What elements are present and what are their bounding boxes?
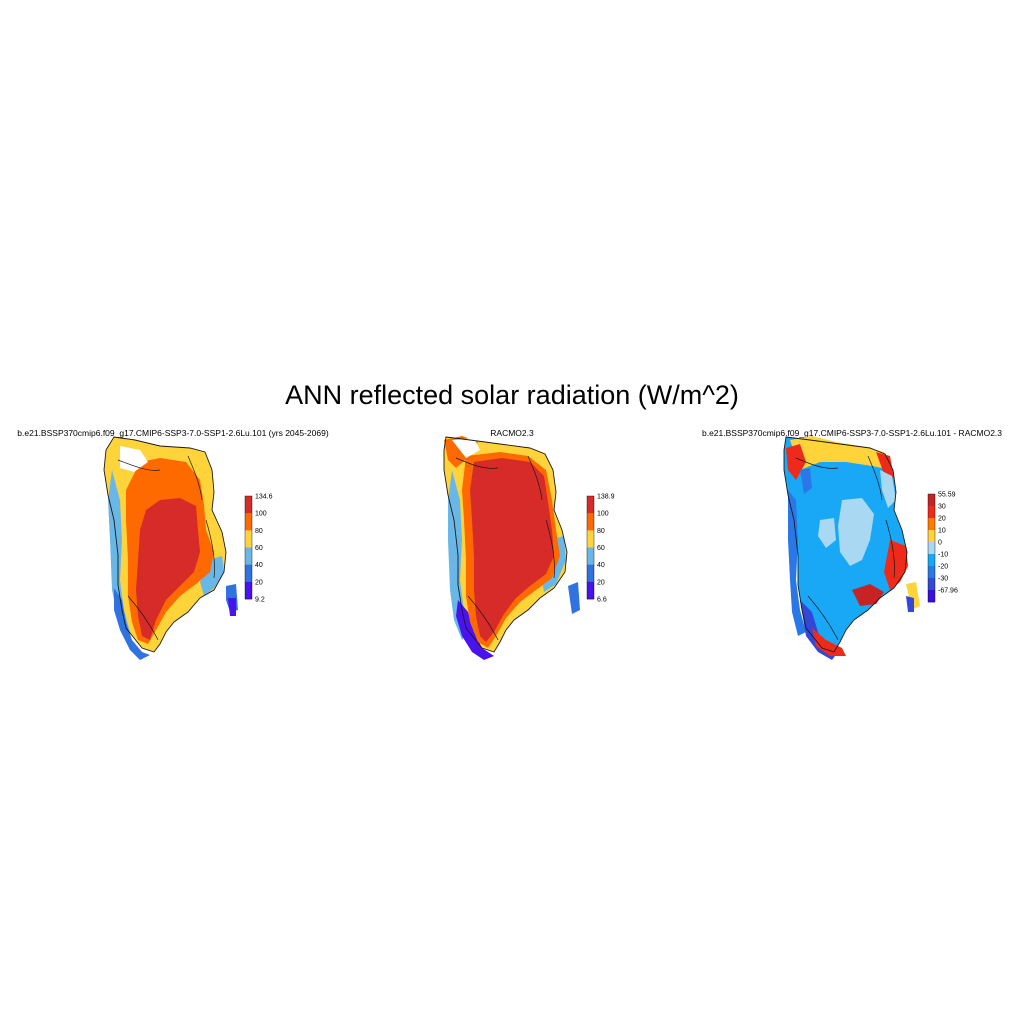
panel-1-colorbar: 134.6 100 80 60 40 20 9.2	[244, 494, 273, 604]
colorbar-label: 138.9	[597, 494, 615, 501]
colorbar-label: -20	[938, 564, 948, 571]
colorbar-label: 30	[938, 504, 946, 511]
colorbar-box	[245, 547, 252, 565]
figure-title: ANN reflected solar radiation (W/m^2)	[285, 380, 739, 410]
colorbar-label: 10	[938, 528, 946, 535]
colorbar-box	[245, 513, 252, 531]
colorbar-label: -30	[938, 576, 948, 583]
colorbar-label: 60	[597, 545, 605, 552]
colorbar-box	[928, 542, 935, 555]
colorbar-box	[928, 578, 935, 591]
colorbar-label: 80	[597, 528, 605, 535]
colorbar-box	[587, 496, 594, 514]
panel-2-colorbar: 138.9 100 80 60 40 20 6.6	[586, 494, 615, 604]
colorbar-box	[245, 530, 252, 548]
panel-3-colorbar: 55.59 30 20 10 0 -10 -20 -30 -67.96	[927, 492, 958, 603]
panel-1-title: b.e21.BSSP370cmip6.f09_g17.CMIP6-SSP3-7.…	[17, 428, 329, 438]
colorbar-box	[587, 513, 594, 531]
colorbar-label: -10	[938, 552, 948, 559]
colorbar-frame	[244, 495, 253, 600]
colorbar-label: 100	[597, 511, 609, 518]
colorbar-label: 100	[255, 511, 267, 518]
panel-2-title: RACMO2.3	[490, 428, 534, 438]
panel-2-map	[443, 436, 580, 660]
colorbar-label: -67.96	[938, 588, 958, 595]
colorbar-label: 0	[938, 540, 942, 547]
colorbar-box	[928, 530, 935, 543]
colorbar-box	[245, 496, 252, 514]
colorbar-box	[928, 518, 935, 531]
colorbar-label: 20	[597, 579, 605, 586]
colorbar-box	[587, 581, 594, 600]
colorbar-label: 6.6	[597, 597, 607, 604]
colorbar-label: 80	[255, 528, 263, 535]
colorbar-label: 60	[255, 545, 263, 552]
colorbar-label: 40	[597, 562, 605, 569]
panel-3-map	[783, 436, 920, 660]
panel-3-title: b.e21.BSSP370cmip6.f09_g17.CMIP6-SSP3-7.…	[701, 428, 1003, 438]
colorbar-label: 9.2	[255, 597, 265, 604]
colorbar-label: 20	[255, 579, 263, 586]
colorbar-label: 40	[255, 562, 263, 569]
colorbar-box	[587, 564, 594, 583]
colorbar-box	[928, 494, 935, 507]
colorbar-box	[928, 506, 935, 519]
colorbar-box	[928, 554, 935, 567]
colorbar-box	[245, 564, 252, 583]
colorbar-box	[587, 547, 594, 565]
colorbar-box	[587, 530, 594, 548]
colorbar-box	[928, 566, 935, 579]
colorbar-label: 20	[938, 516, 946, 523]
colorbar-frame	[927, 493, 936, 603]
panel-1-map	[103, 436, 238, 660]
colorbar-label: 55.59	[938, 492, 956, 499]
colorbar-box	[245, 581, 252, 600]
colorbar-box	[928, 590, 935, 603]
colorbar-frame	[586, 495, 595, 600]
colorbar-label: 134.6	[255, 494, 273, 501]
